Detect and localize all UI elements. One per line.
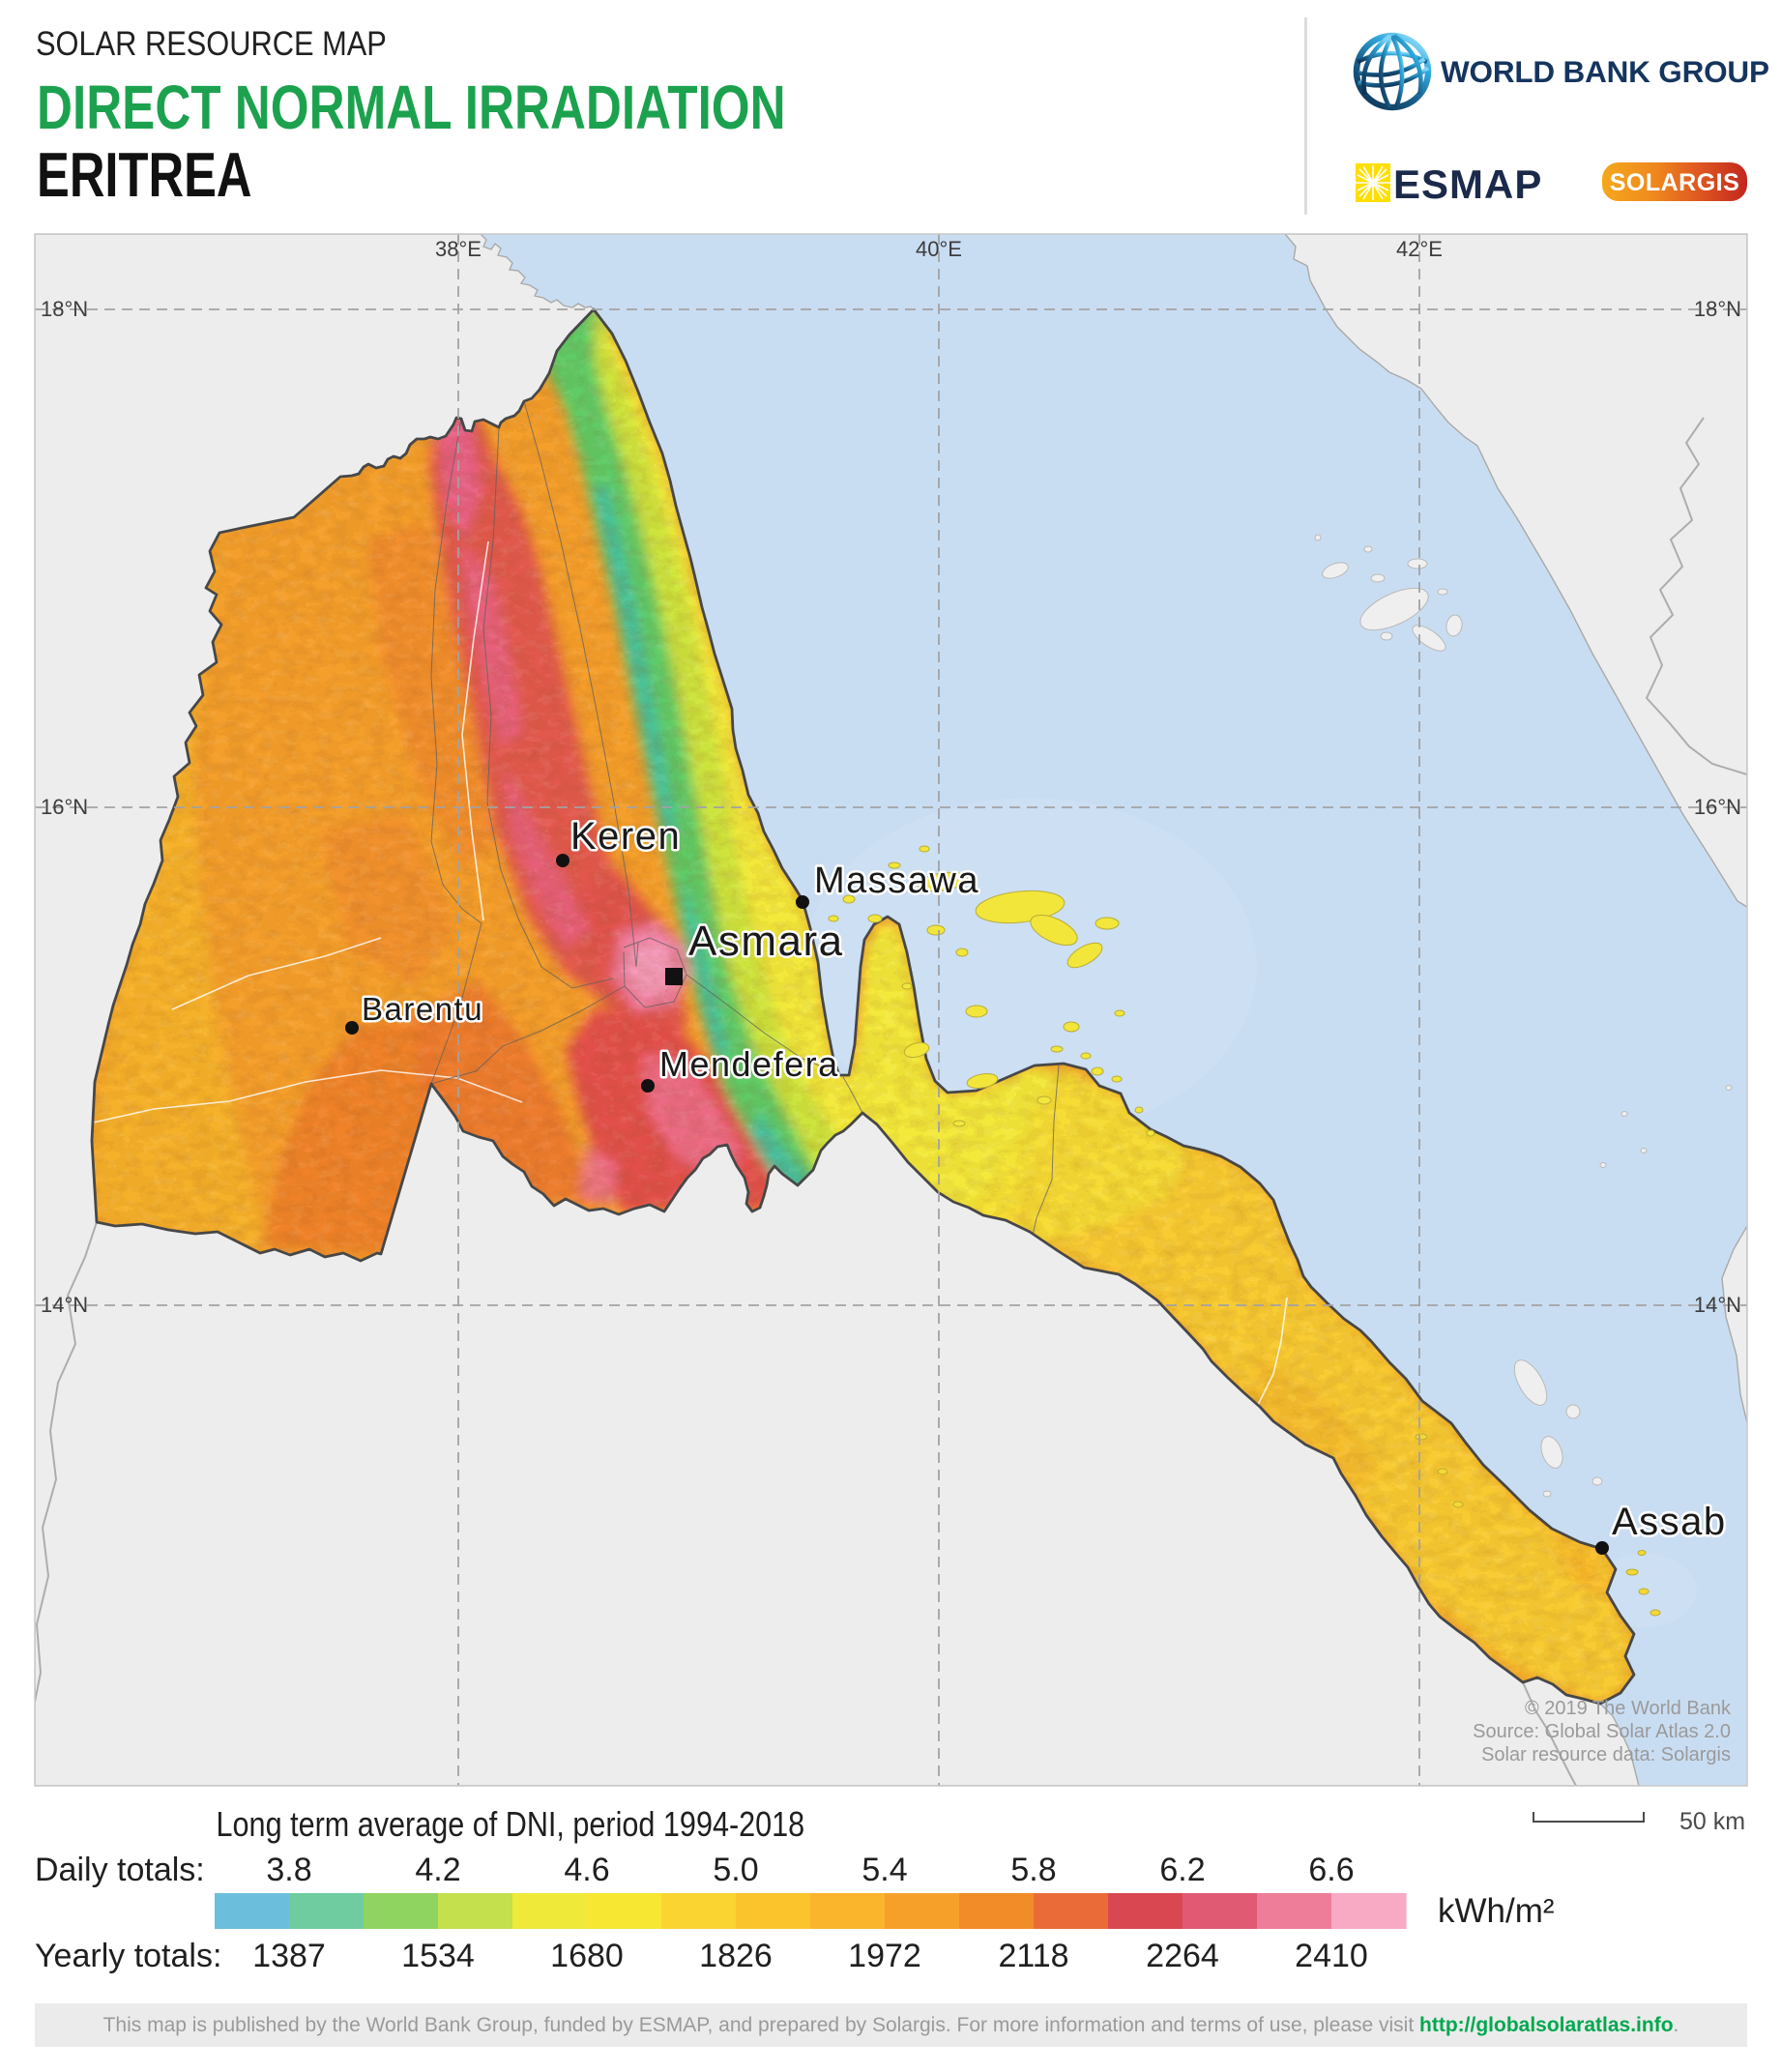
svg-text:5.4: 5.4 bbox=[861, 1852, 907, 1888]
svg-text:2264: 2264 bbox=[1146, 1938, 1219, 1974]
svg-text:SOLARGIS: SOLARGIS bbox=[1610, 169, 1740, 196]
svg-text:Long term average of DNI, peri: Long term average of DNI, period 1994-20… bbox=[217, 1806, 805, 1845]
svg-text:1826: 1826 bbox=[699, 1938, 773, 1974]
svg-text:Solar resource data: Solargis: Solar resource data: Solargis bbox=[1481, 1744, 1731, 1766]
svg-text:6.6: 6.6 bbox=[1308, 1852, 1354, 1888]
svg-text:18°N: 18°N bbox=[41, 297, 88, 321]
svg-text:© 2019 The World Bank: © 2019 The World Bank bbox=[1525, 1698, 1732, 1719]
svg-text:Assab: Assab bbox=[1612, 1501, 1727, 1543]
svg-text:3.8: 3.8 bbox=[266, 1852, 311, 1888]
svg-text:kWh/m²: kWh/m² bbox=[1438, 1892, 1555, 1930]
svg-text:4.6: 4.6 bbox=[564, 1852, 609, 1888]
svg-text:5.8: 5.8 bbox=[1010, 1852, 1056, 1888]
svg-text:14°N: 14°N bbox=[41, 1293, 88, 1317]
svg-text:16°N: 16°N bbox=[41, 795, 88, 819]
svg-text:Asmara: Asmara bbox=[688, 918, 844, 965]
svg-text:16°N: 16°N bbox=[1694, 795, 1741, 819]
svg-text:Mendefera: Mendefera bbox=[659, 1044, 839, 1084]
svg-text:1534: 1534 bbox=[401, 1938, 475, 1974]
svg-text:2410: 2410 bbox=[1295, 1938, 1368, 1974]
svg-text:18°N: 18°N bbox=[1694, 297, 1741, 321]
svg-text:50 km: 50 km bbox=[1679, 1808, 1745, 1835]
svg-text:1387: 1387 bbox=[252, 1938, 326, 1974]
svg-text:14°N: 14°N bbox=[1694, 1293, 1741, 1317]
svg-text:1972: 1972 bbox=[848, 1938, 921, 1974]
svg-text:1680: 1680 bbox=[550, 1938, 624, 1974]
svg-text:Source: Global Solar Atlas 2.0: Source: Global Solar Atlas 2.0 bbox=[1473, 1721, 1731, 1742]
svg-text:6.2: 6.2 bbox=[1159, 1852, 1205, 1888]
svg-text:40°E: 40°E bbox=[916, 237, 962, 261]
svg-text:ESMAP: ESMAP bbox=[1393, 161, 1542, 204]
svg-text:5.0: 5.0 bbox=[713, 1852, 758, 1888]
svg-text:4.2: 4.2 bbox=[415, 1852, 460, 1888]
svg-text:Barentu: Barentu bbox=[362, 991, 483, 1027]
svg-text:Keren: Keren bbox=[570, 815, 681, 858]
svg-text:2118: 2118 bbox=[998, 1938, 1068, 1974]
svg-text:WORLD BANK GROUP: WORLD BANK GROUP bbox=[1441, 54, 1769, 89]
svg-text:38°E: 38°E bbox=[435, 237, 482, 261]
svg-text:42°E: 42°E bbox=[1396, 237, 1443, 261]
svg-text:Daily totals:: Daily totals: bbox=[35, 1852, 205, 1888]
svg-text:Massawa: Massawa bbox=[814, 861, 979, 901]
svg-text:Yearly totals:: Yearly totals: bbox=[35, 1938, 221, 1974]
